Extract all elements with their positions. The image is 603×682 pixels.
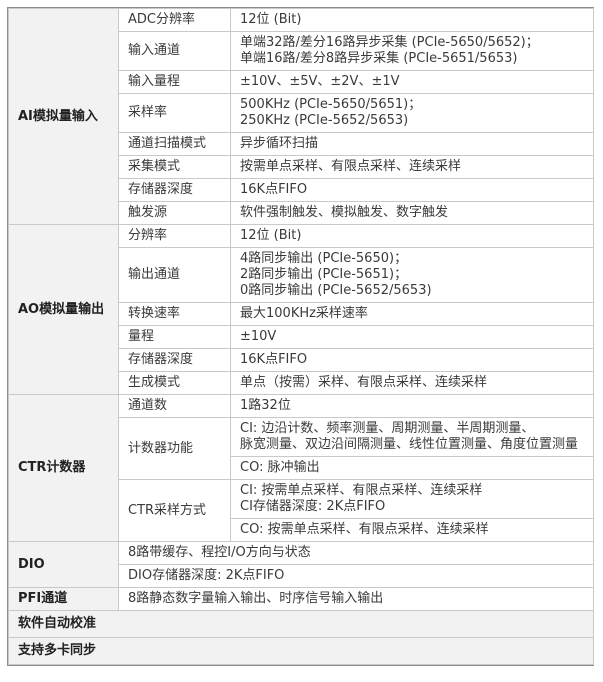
table-row: CO: 脉冲输出 (9, 456, 594, 480)
spec-name-cell: 采样率 (118, 93, 231, 133)
spec-name-cell: 计数器功能 (118, 417, 231, 480)
section-label-dio: DIO (8, 541, 119, 588)
spec-value-cell: 12位 (Bit) (230, 224, 594, 248)
table-row: 输入通道 单端32路/差分16路异步采集 (PCIe-5650/5652)； 单… (9, 31, 594, 71)
spec-value-cell: 异步循环扫描 (230, 132, 594, 156)
spec-name-cell: 采集模式 (118, 155, 231, 179)
spec-name-cell: 通道扫描模式 (118, 132, 231, 156)
spec-value-cell: 最大100KHz采样速率 (230, 302, 594, 326)
table-row: DIO 8路带缓存、程控I/O方向与状态 (8, 541, 594, 588)
footer-cell: 支持多卡同步 (8, 637, 594, 665)
spec-value-cell: ±10V (230, 325, 594, 349)
spec-value-cell: 单端32路/差分16路异步采集 (PCIe-5650/5652)； 单端16路/… (230, 31, 594, 71)
spec-value-cell: CO: 脉冲输出 (230, 456, 594, 480)
spec-name-cell: 存储器深度 (118, 178, 231, 202)
spec-name-cell: ADC分辨率 (118, 8, 231, 32)
spec-value-cell: 16K点FIFO (230, 178, 594, 202)
spec-value-cell: ±10V、±5V、±2V、±1V (230, 70, 594, 94)
table-row: 量程 ±10V (9, 325, 594, 349)
spec-name-cell: 输入通道 (118, 31, 231, 71)
table-row: AI模拟量输入 ADC分辨率 12位 (Bit) (8, 8, 594, 225)
spec-table: AI模拟量输入 ADC分辨率 12位 (Bit) 输入通道 单端32路/差分16… (8, 8, 594, 665)
spec-name-cell: CTR采样方式 (118, 479, 231, 542)
spec-value-cell: CI: 按需单点采样、有限点采样、连续采样 CI存储器深度: 2K点FIFO (230, 479, 594, 519)
spec-value-cell: 12位 (Bit) (230, 8, 594, 32)
spec-name-cell: 生成模式 (118, 371, 231, 395)
spec-name-cell: 输入量程 (118, 70, 231, 94)
spec-name-cell: 分辨率 (118, 224, 231, 248)
table-row: DIO存储器深度: 2K点FIFO (9, 564, 594, 588)
section-label-pfi: PFI通道 (8, 587, 119, 611)
spec-value-cell: 1路32位 (230, 394, 594, 418)
table-row: CTR采样方式 CI: 按需单点采样、有限点采样、连续采样 CI存储器深度: 2… (9, 479, 594, 542)
spec-value-cell: CI: 边沿计数、频率测量、周期测量、半周期测量、 脉宽测量、双边沿间隔测量、线… (230, 417, 594, 457)
footer-cell: 软件自动校准 (8, 610, 594, 638)
table-row: 生成模式 单点（按需）采样、有限点采样、连续采样 (9, 371, 594, 395)
spec-value-cell: CO: 按需单点采样、有限点采样、连续采样 (230, 518, 594, 542)
table-row: 采样率 500KHz (PCIe-5650/5651)； 250KHz (PCI… (9, 93, 594, 133)
spec-value-cell: 按需单点采样、有限点采样、连续采样 (230, 155, 594, 179)
spec-name-cell: 触发源 (118, 201, 231, 225)
spec-value-cell: 500KHz (PCIe-5650/5651)； 250KHz (PCIe-56… (230, 93, 594, 133)
table-row: PFI通道 8路静态数字量输入输出、时序信号输入输出 (8, 587, 594, 611)
spec-value-cell: 4路同步输出 (PCIe-5650)； 2路同步输出 (PCIe-5651)； … (230, 247, 594, 303)
table-row: CO: 按需单点采样、有限点采样、连续采样 (9, 518, 594, 542)
spec-name-cell: 通道数 (118, 394, 231, 418)
table-row: 存储器深度 16K点FIFO (9, 348, 594, 372)
table-row: CTR计数器 通道数 1路32位 (8, 394, 594, 542)
section-label-ctr: CTR计数器 (8, 394, 119, 542)
section-label-ai: AI模拟量输入 (8, 8, 119, 225)
spec-value-cell: DIO存储器深度: 2K点FIFO (118, 564, 594, 588)
section-label-ao: AO模拟量输出 (8, 224, 119, 395)
spec-value-cell: 8路带缓存、程控I/O方向与状态 (118, 541, 594, 565)
spec-table-frame: AI模拟量输入 ADC分辨率 12位 (Bit) 输入通道 单端32路/差分16… (7, 7, 594, 666)
table-row: 触发源 软件强制触发、模拟触发、数字触发 (9, 201, 594, 225)
spec-value-cell: 单点（按需）采样、有限点采样、连续采样 (230, 371, 594, 395)
spec-value-cell: 8路静态数字量输入输出、时序信号输入输出 (118, 587, 594, 611)
spec-name-cell: 输出通道 (118, 247, 231, 303)
spec-name-cell: 存储器深度 (118, 348, 231, 372)
footer-row-software-calibration: 软件自动校准 (8, 610, 594, 638)
table-row: AO模拟量输出 分辨率 12位 (Bit) (8, 224, 594, 395)
spec-name-cell: 转换速率 (118, 302, 231, 326)
spec-value-cell: 16K点FIFO (230, 348, 594, 372)
spec-value-cell: 软件强制触发、模拟触发、数字触发 (230, 201, 594, 225)
footer-row-multicard-sync: 支持多卡同步 (8, 637, 594, 665)
spec-name-cell: 量程 (118, 325, 231, 349)
table-row: 输入量程 ±10V、±5V、±2V、±1V (9, 70, 594, 94)
